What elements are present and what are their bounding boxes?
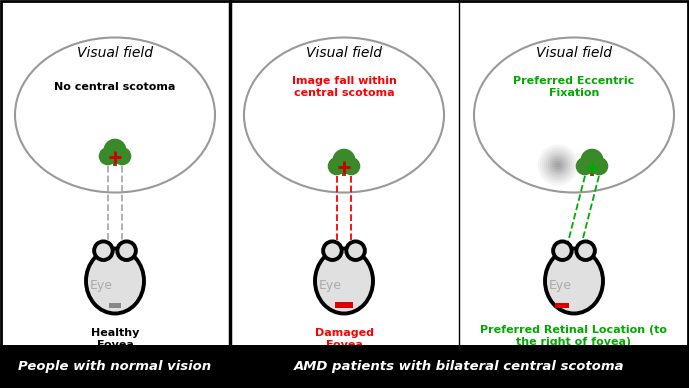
Ellipse shape bbox=[315, 248, 373, 314]
Circle shape bbox=[323, 241, 342, 260]
Text: Visual field: Visual field bbox=[306, 46, 382, 60]
Circle shape bbox=[548, 155, 568, 175]
FancyBboxPatch shape bbox=[109, 303, 121, 308]
Polygon shape bbox=[590, 167, 595, 176]
FancyBboxPatch shape bbox=[555, 303, 569, 308]
Ellipse shape bbox=[86, 248, 144, 314]
FancyBboxPatch shape bbox=[230, 345, 689, 388]
Text: Preferred Eccentric
Fixation: Preferred Eccentric Fixation bbox=[513, 76, 635, 98]
Circle shape bbox=[556, 163, 560, 167]
Circle shape bbox=[94, 241, 113, 260]
Circle shape bbox=[576, 241, 595, 260]
Text: Damaged
Fovea: Damaged Fovea bbox=[314, 328, 373, 350]
Circle shape bbox=[329, 158, 345, 175]
Text: Eye: Eye bbox=[90, 279, 112, 293]
Ellipse shape bbox=[474, 38, 674, 192]
Circle shape bbox=[333, 149, 355, 171]
Ellipse shape bbox=[244, 38, 444, 192]
Text: No central scotoma: No central scotoma bbox=[54, 82, 176, 92]
Text: Healthy
Fovea: Healthy Fovea bbox=[91, 328, 139, 350]
Circle shape bbox=[577, 158, 593, 175]
Circle shape bbox=[104, 139, 126, 161]
Ellipse shape bbox=[15, 38, 215, 192]
Polygon shape bbox=[342, 167, 347, 176]
Circle shape bbox=[582, 149, 603, 171]
Circle shape bbox=[343, 158, 360, 175]
Circle shape bbox=[99, 148, 116, 165]
Circle shape bbox=[554, 161, 562, 169]
Text: People with normal vision: People with normal vision bbox=[19, 360, 212, 373]
Circle shape bbox=[553, 241, 572, 260]
Circle shape bbox=[590, 158, 608, 175]
Circle shape bbox=[347, 241, 365, 260]
Ellipse shape bbox=[545, 248, 603, 314]
Text: Visual field: Visual field bbox=[77, 46, 153, 60]
Text: Eye: Eye bbox=[318, 279, 342, 293]
Circle shape bbox=[552, 159, 564, 171]
Text: Eye: Eye bbox=[548, 279, 571, 293]
Polygon shape bbox=[112, 158, 117, 166]
Circle shape bbox=[114, 148, 131, 165]
FancyBboxPatch shape bbox=[0, 345, 230, 388]
Circle shape bbox=[550, 157, 566, 173]
Text: Visual field: Visual field bbox=[536, 46, 612, 60]
FancyBboxPatch shape bbox=[335, 302, 353, 308]
Text: AMD patients with bilateral central scotoma: AMD patients with bilateral central scot… bbox=[294, 360, 625, 373]
Text: Image fall within
central scotoma: Image fall within central scotoma bbox=[291, 76, 396, 98]
Circle shape bbox=[117, 241, 136, 260]
Text: Preferred Retinal Location (to
the right of fovea): Preferred Retinal Location (to the right… bbox=[480, 325, 668, 347]
